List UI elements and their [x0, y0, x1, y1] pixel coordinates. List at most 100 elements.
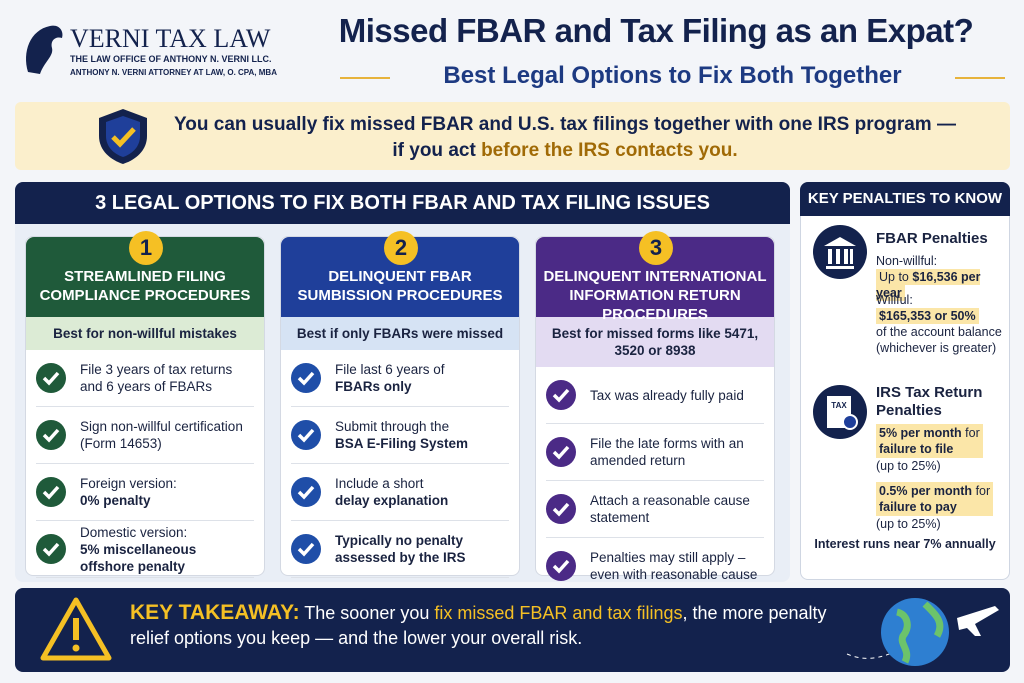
item-plain: Domestic version: [80, 524, 188, 540]
tax-icon: TAX [813, 385, 867, 439]
banner-line: You can usually fix missed FBAR and U.S.… [174, 114, 956, 135]
card-best: Best for non-willful mistakes [26, 317, 264, 350]
item-plain: Include a short [335, 476, 424, 491]
check-icon [291, 363, 321, 393]
card-best: Best for missed forms like 5471, 3520 or… [536, 317, 774, 367]
irs-highlight: 0.5% per month for failure to pay [876, 482, 994, 516]
check-icon [546, 380, 576, 410]
banner-highlight: before the IRS contacts you. [481, 140, 738, 161]
item-text: Include a short delay explanation [335, 475, 448, 509]
takeaway-label: KEY TAKEAWAY: [130, 601, 300, 624]
card-title: DELINQUENT INTERNATIONAL INFORMATION RET… [536, 237, 774, 323]
check-icon [546, 494, 576, 524]
item-plain: Penalties may still apply – even with re… [590, 550, 758, 582]
irs-cap: (up to 25%) [876, 517, 941, 531]
check-icon [546, 437, 576, 467]
shield-icon [99, 109, 147, 164]
takeaway [15, 588, 1010, 672]
bank-icon [813, 225, 867, 279]
item-plain: Sign non-willful certification (Form 146… [80, 419, 243, 451]
item-text: Penalties may still apply – even with re… [590, 549, 764, 583]
item-bold: FBARs only [335, 379, 412, 394]
item-bold: 5% miscellaneous offshore penalty [80, 541, 197, 574]
item-text: Foreign version: 0% penalty [80, 475, 177, 509]
check-icon [291, 477, 321, 507]
irs-items: 5% per month for failure to file (up to 25… [876, 424, 1006, 540]
options-heading: 3 LEGAL OPTIONS TO FIX BOTH FBAR AND TAX… [15, 182, 790, 224]
item-text: Tax was already fully paid [590, 387, 744, 404]
item-text: Domestic version: 5% miscellaneous offsho… [80, 524, 254, 575]
check-icon [36, 534, 66, 564]
irs-cap: (up to 25%) [876, 459, 941, 473]
text: The sooner you [304, 603, 430, 623]
irs-rate: 0.5% per month [879, 484, 973, 498]
item-bold: BSA E-Filing System [335, 436, 469, 451]
irs-item: 5% per month for failure to file (up to 25… [876, 424, 1006, 474]
item-plain: File last 6 years of [335, 362, 445, 377]
card-item: Penalties may still apply – even with re… [546, 538, 764, 595]
irs-what: failure to pay [879, 500, 957, 514]
card-item: File 3 years of tax returns and 6 years … [36, 350, 254, 407]
logo-line: THE LAW OFFICE OF ANTHONY N. VERNI LLC. [70, 54, 272, 64]
check-icon [36, 477, 66, 507]
label: Non-willful: [876, 254, 938, 268]
card-number: 2 [384, 231, 418, 265]
card-number: 1 [129, 231, 163, 265]
option-card: STREAMLINED FILING COMPLIANCE PROCEDURES… [25, 231, 265, 578]
irs-note: Interest runs near 7% annually [814, 537, 996, 551]
label: Willful: [876, 293, 913, 307]
value: $165,353 or 50% [876, 308, 979, 324]
card-title: STREAMLINED FILING COMPLIANCE PROCEDURES [26, 237, 264, 317]
takeaway-text: KEY TAKEAWAY: The sooner you fix missed … [130, 600, 850, 651]
item-plain: Foreign version: [80, 476, 177, 491]
irs-rate: 5% per month [879, 426, 962, 440]
item-bold: delay explanation [335, 493, 449, 508]
card-number: 3 [639, 231, 673, 265]
title: Missed FBAR and Tax Filing as an Expat? [338, 12, 974, 49]
irs-highlight: 5% per month for failure to file [876, 424, 983, 458]
banner-line: if you act [392, 140, 476, 161]
rule [955, 77, 1005, 79]
penalties-heading: KEY PENALTIES TO KNOW [800, 182, 1010, 216]
card-item: Typically no penalty assessed by the IRS [291, 521, 509, 578]
check-icon [36, 363, 66, 393]
logo-name: VERNI TAX LAW [70, 24, 271, 53]
irs-for: for [965, 426, 980, 440]
rule [340, 77, 390, 79]
logo-line: ANTHONY N. VERNI ATTORNEY AT LAW, O. CPA… [70, 68, 277, 77]
item-plain: Submit through the [335, 419, 450, 434]
item-text: Attach a reasonable cause statement [590, 492, 764, 526]
option-card: DELINQUENT FBAR SUMBISSION PROCEDURES 2 Be… [280, 231, 520, 578]
card-item: Foreign version: 0% penalty [36, 464, 254, 521]
item-text: File 3 years of tax returns and 6 years … [80, 361, 254, 395]
value: $16,536 per year [876, 270, 981, 300]
item-plain: Tax was already fully paid [590, 387, 744, 403]
card-title: DELINQUENT FBAR SUMBISSION PROCEDURES [281, 237, 519, 317]
banner-text: You can usually fix missed FBAR and U.S.… [170, 112, 960, 164]
item-plain: File the late forms with an amended retu… [590, 436, 744, 468]
irs-for: for [975, 484, 991, 498]
card-item: Include a short delay explanation [291, 464, 509, 521]
icon-text: TAX [831, 401, 847, 410]
card-best: Best if only FBARs were missed [281, 317, 519, 350]
irs-item: 0.5% per month for failure to pay (up to 2… [876, 482, 1006, 532]
logo-icon [26, 25, 63, 75]
irs-what: failure to file [879, 442, 954, 456]
note: of the account balance (whichever is gre… [876, 325, 1002, 355]
option-card: DELINQUENT INTERNATIONAL INFORMATION RET… [535, 231, 775, 595]
fbar-title: FBAR Penalties [876, 230, 988, 247]
prefix: Up to [879, 270, 909, 284]
check-icon [36, 420, 66, 450]
item-text: File last 6 years of FBARs only [335, 361, 445, 395]
warning-icon [40, 597, 112, 661]
text: , the more penalty relief options you ke… [130, 603, 827, 648]
card-item: Tax was already fully paid [546, 367, 764, 424]
subtitle: Best Legal Options to Fix Both Together [443, 62, 902, 89]
highlight: fix missed FBAR and tax filings [434, 603, 683, 623]
check-icon [546, 551, 576, 581]
item-plain: File 3 years of tax returns and 6 years … [80, 362, 233, 394]
card-item: File the late forms with an amended retu… [546, 424, 764, 481]
card-item: Sign non-willful certification (Form 146… [36, 407, 254, 464]
item-bold: Typically no penalty assessed by the IRS [335, 533, 466, 565]
